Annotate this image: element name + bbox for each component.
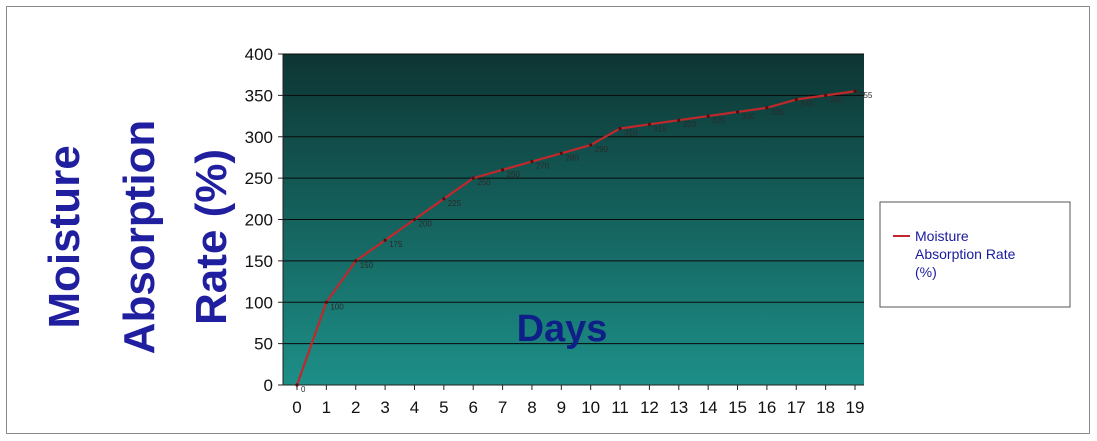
- gridlines: [283, 53, 864, 345]
- data-label: 200: [418, 220, 432, 229]
- legend-box: [879, 201, 1071, 308]
- y-tick-label: 150: [245, 252, 273, 271]
- data-label: 100: [330, 302, 344, 311]
- data-point: [442, 197, 446, 201]
- x-tick-label: 8: [527, 398, 536, 417]
- data-label: 290: [595, 145, 609, 154]
- chart-frame: 0 50 100 150 200 250 300 350 400 0 1 2 3 4 5 6 7 8 9 10 11 12…: [6, 6, 1090, 434]
- x-tick-label: 3: [380, 398, 389, 417]
- y-tick-label: 400: [245, 45, 273, 64]
- y-tick-label: 300: [245, 128, 273, 147]
- x-tick-label: 11: [611, 398, 629, 417]
- data-label: 175: [389, 240, 403, 249]
- legend-label-line: (%): [915, 264, 937, 280]
- y-tick-label: 350: [245, 86, 273, 105]
- data-point: [471, 176, 475, 180]
- x-tick-label: 9: [557, 398, 566, 417]
- data-label: 350: [830, 95, 844, 104]
- x-tick-label: 0: [292, 398, 301, 417]
- data-point: [500, 168, 505, 172]
- data-point: [354, 259, 358, 263]
- y-tick-label: 250: [245, 169, 273, 188]
- data-point: [824, 93, 828, 97]
- data-label: 150: [360, 261, 374, 270]
- data-point: [412, 217, 417, 222]
- data-label: 315: [653, 124, 667, 133]
- series-line: [295, 90, 856, 386]
- data-label: 280: [565, 153, 579, 162]
- data-label: 250: [477, 178, 491, 187]
- data-point: [618, 126, 622, 131]
- data-labels: 0 100 150 175 200 225 250 260 270 280 290 310 315 320…: [301, 91, 873, 394]
- data-point: [706, 114, 710, 118]
- data-point: [295, 383, 299, 387]
- data-point: [383, 238, 387, 242]
- legend-label-line: Absorption Rate: [915, 246, 1016, 262]
- data-point: [559, 151, 563, 155]
- x-tick-label: 6: [468, 398, 477, 417]
- x-tick-label: 17: [787, 398, 806, 417]
- x-tick-label: 12: [640, 398, 659, 417]
- x-tick-label: 18: [816, 398, 835, 417]
- data-point: [589, 143, 593, 147]
- y-tick-label: 0: [264, 376, 273, 395]
- x-axis-title: Days: [517, 308, 608, 350]
- x-tick-label: 2: [351, 398, 360, 417]
- data-point: [324, 300, 328, 304]
- data-label: 345: [800, 100, 814, 109]
- y-tick-label: 200: [245, 211, 273, 230]
- x-tick-label: 15: [728, 398, 747, 417]
- data-label: 330: [742, 112, 756, 121]
- series-layer: [295, 89, 857, 387]
- data-point: [735, 110, 740, 114]
- data-label: 0: [301, 385, 306, 394]
- x-tick-label: 13: [669, 398, 688, 417]
- x-tick-label: 19: [846, 398, 865, 417]
- x-tick-label: 4: [410, 398, 419, 417]
- data-point: [794, 97, 798, 102]
- data-point: [647, 122, 652, 126]
- data-label: 325: [712, 116, 726, 125]
- x-tick-label: 7: [498, 398, 507, 417]
- data-label: 225: [448, 199, 462, 208]
- data-label: 335: [771, 108, 785, 117]
- legend: Moisture Absorption Rate (%): [879, 201, 1071, 308]
- y-tick-label: 50: [254, 335, 273, 354]
- y-axis-title-line: Moisture: [40, 145, 89, 328]
- y-axis-title: Moisture Absorption Rate (%): [40, 120, 236, 355]
- data-point: [677, 118, 681, 122]
- data-label: 355: [859, 91, 873, 100]
- data-label: 270: [536, 162, 550, 171]
- y-axis-title-line: Rate (%): [187, 149, 236, 325]
- x-tick-label: 10: [581, 398, 600, 417]
- x-tick-label: 16: [757, 398, 776, 417]
- legend-label-line: Moisture: [915, 228, 969, 244]
- data-point: [530, 159, 534, 164]
- x-tick-label: 1: [322, 398, 331, 417]
- x-tick-label: 5: [439, 398, 448, 417]
- data-label: 260: [507, 170, 521, 179]
- y-tick-label: 100: [245, 293, 273, 312]
- y-axis-title-line: Absorption: [115, 120, 164, 355]
- data-point: [853, 89, 857, 93]
- x-tick-label: 14: [699, 398, 718, 417]
- data-point: [765, 106, 769, 110]
- data-label: 310: [624, 128, 638, 137]
- data-label: 320: [683, 120, 697, 129]
- legend-label: Moisture Absorption Rate (%): [915, 228, 1016, 280]
